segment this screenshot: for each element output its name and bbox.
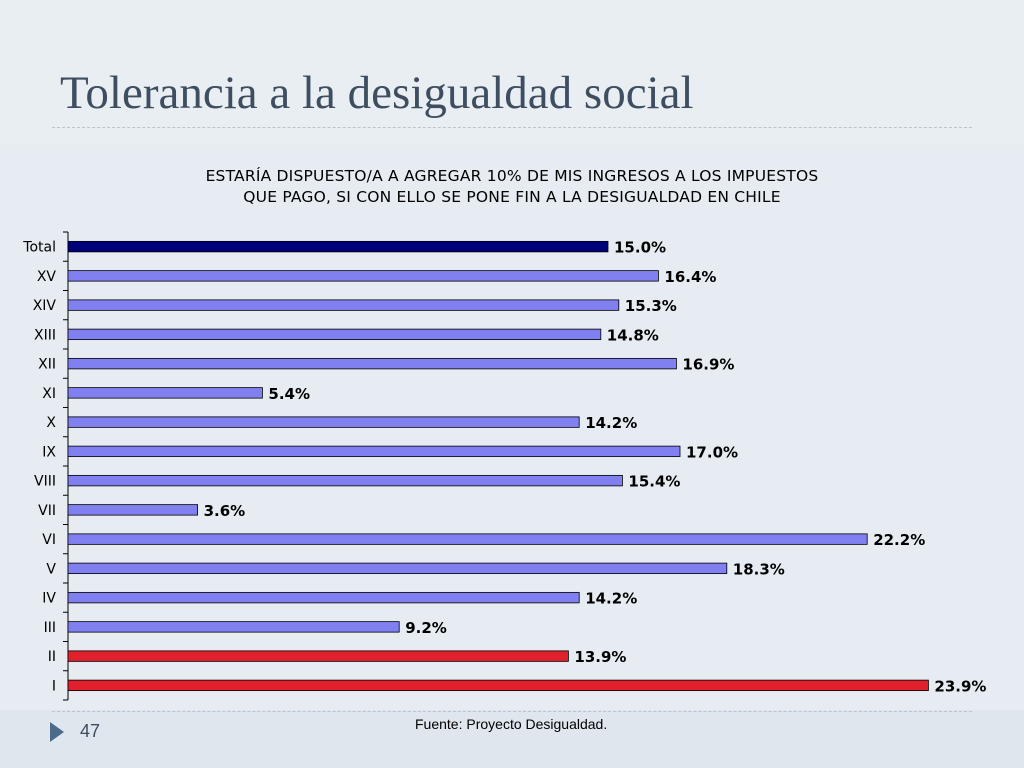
category-label: Total [22, 240, 56, 256]
chart-title-line-2: QUE PAGO, SI CON ELLO SE PONE FIN A LA D… [243, 188, 781, 206]
data-label: 17.0% [686, 443, 738, 461]
category-label: II [48, 649, 56, 665]
bar [67, 591, 580, 604]
chart-title-line-1: ESTARÍA DISPUESTO/A A AGREGAR 10% DE MIS… [205, 167, 819, 185]
bar [67, 240, 609, 253]
category-label: XI [42, 386, 56, 402]
data-label: 3.6% [204, 502, 246, 520]
title-divider [52, 127, 972, 128]
bar [67, 562, 728, 575]
category-label: IV [42, 591, 56, 607]
data-label: 15.4% [628, 473, 680, 491]
data-label: 5.4% [268, 385, 310, 403]
data-label: 13.9% [574, 648, 626, 666]
page-number: 47 [80, 721, 101, 741]
category-label: VIII [34, 474, 56, 490]
data-label: 9.2% [405, 619, 447, 637]
data-label: 22.2% [873, 531, 925, 549]
bar [67, 445, 681, 458]
data-label: 14.2% [585, 590, 637, 608]
data-label: 14.8% [607, 326, 659, 344]
category-label: XIII [34, 327, 56, 343]
category-label: XIV [33, 298, 57, 314]
category-label: VI [42, 532, 56, 548]
bar [67, 504, 199, 516]
category-label: V [46, 561, 56, 577]
bar [67, 416, 580, 428]
category-label: VII [38, 503, 56, 519]
bar [67, 387, 263, 399]
bar [67, 650, 569, 662]
data-label: 16.4% [664, 268, 716, 286]
data-label: 16.9% [682, 356, 734, 374]
category-label: IX [42, 444, 56, 460]
arrow-icon [50, 722, 64, 742]
category-label: III [44, 620, 56, 636]
data-label: 14.2% [585, 414, 637, 432]
category-label: XII [38, 357, 56, 373]
source-note: Fuente: Proyecto Desigualdad. [415, 716, 608, 732]
data-label: 18.3% [733, 560, 785, 578]
bar [67, 328, 602, 341]
bar [67, 299, 620, 311]
category-label: XV [37, 269, 57, 285]
category-label: I [52, 678, 56, 694]
chart-title: ESTARÍA DISPUESTO/A A AGREGAR 10% DE MIS… [0, 166, 1024, 208]
category-label: X [46, 415, 56, 431]
slide-header [0, 0, 1024, 145]
bar [67, 533, 868, 545]
footer-divider [52, 711, 972, 712]
bar [67, 270, 659, 282]
bar [67, 679, 929, 692]
bar [67, 621, 400, 633]
bar [67, 474, 623, 487]
data-label: 23.9% [934, 677, 986, 695]
data-label: 15.0% [614, 239, 666, 257]
data-label: 15.3% [625, 297, 677, 315]
bar [67, 357, 677, 370]
slide-title: Tolerancia a la desigualdad social [60, 67, 694, 119]
